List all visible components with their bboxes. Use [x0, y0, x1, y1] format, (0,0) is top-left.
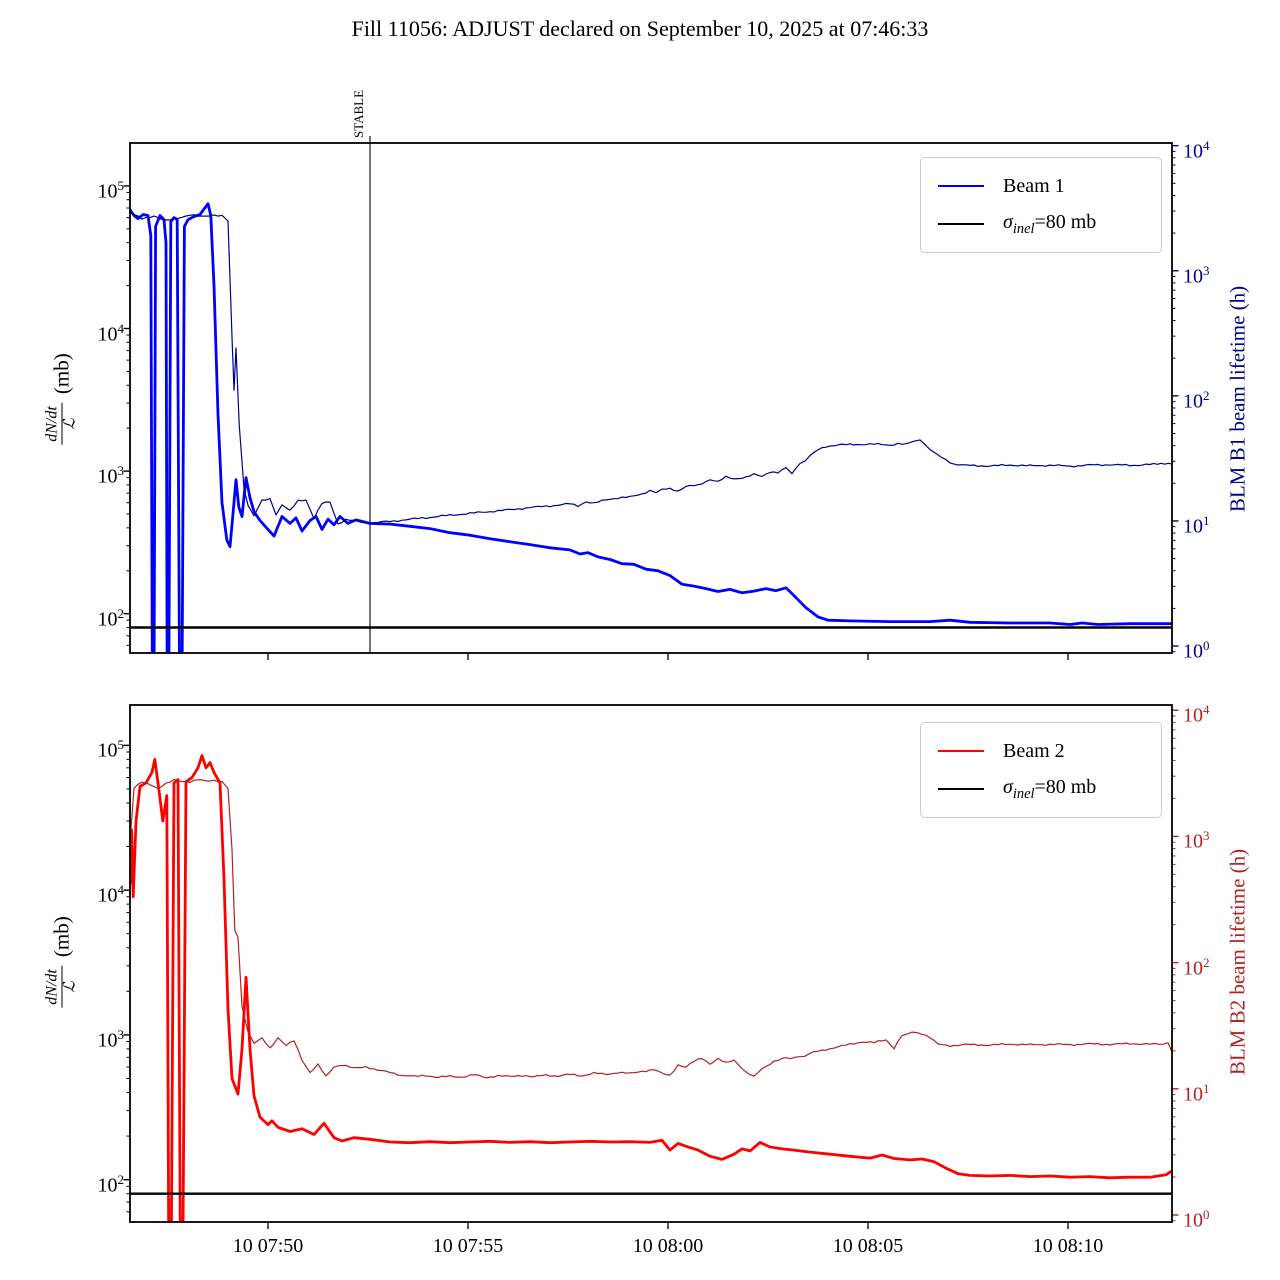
y-tick-label-right: 102	[1183, 954, 1210, 980]
x-tick-label: 10 07:50	[232, 1235, 304, 1257]
figure-title: Fill 11056: ADJUST declared on September…	[351, 16, 929, 41]
legend-label-sigma: σinel=80 mb	[1003, 775, 1097, 802]
y-tick-label-right: 100	[1183, 638, 1210, 663]
y-tick-label-right: 100	[1183, 1206, 1210, 1232]
legend-item-beam1: Beam 1	[921, 167, 1161, 205]
y-tick-label-left: 105	[97, 177, 125, 203]
y-tick-label-right: 103	[1183, 828, 1210, 854]
ylabel-unit: (mb)	[49, 916, 74, 958]
x-tick-label: 10 07:55	[432, 1235, 504, 1257]
panel-border	[129, 142, 1173, 654]
curve-blm-b1-beam-lifetime	[130, 212, 1172, 525]
legend-label-sigma: σinel=80 mb	[1003, 210, 1097, 237]
legend-label-beam2: Beam 2	[1003, 739, 1065, 762]
y-tick-label-left: 102	[97, 1171, 125, 1197]
y-tick-label-left: 103	[97, 463, 125, 488]
x-tick-label: 10 08:10	[1032, 1235, 1104, 1257]
x-tick-label: 10 08:05	[832, 1235, 904, 1257]
curve-blm-b2-beam-lifetime	[130, 778, 1172, 1079]
y-tick-label-left: 104	[97, 882, 125, 907]
y-tick-label-right: 103	[1183, 262, 1210, 288]
curve-beam-1	[130, 202, 1172, 653]
ylabel-numerator: dN/dt	[43, 969, 61, 1005]
ylabel-denominator: ℒ	[61, 418, 79, 430]
y-tick-label-right: 102	[1183, 387, 1210, 413]
legend-label-beam1: Beam 1	[1003, 174, 1065, 197]
y-tick-label-left: 104	[97, 320, 125, 346]
legend-line-sigma	[938, 788, 984, 790]
y-tick-label-right: 104	[1183, 137, 1210, 163]
curve-beam-2	[130, 754, 1172, 1222]
panel-border	[129, 704, 1173, 1223]
y-tick-label-right: 101	[1183, 1080, 1210, 1106]
y-tick-label-right: 101	[1183, 512, 1210, 538]
legend-item-beam2: Beam 2	[921, 732, 1161, 770]
ylabel-fraction: dN/dt ℒ	[43, 966, 80, 1008]
legend-beam1: Beam 1 σinel=80 mb	[920, 157, 1162, 253]
stable-annotation-label: STABLE	[351, 89, 366, 139]
legend-line-sigma	[938, 223, 984, 225]
legend-line-beam2	[938, 750, 984, 752]
y-tick-label-left: 103	[97, 1026, 125, 1052]
y-tick-label-right: 104	[1183, 702, 1210, 727]
y-tick-label-left: 102	[97, 605, 125, 631]
ylabel-denominator: ℒ	[61, 981, 79, 993]
x-tick-label: 10 08:00	[632, 1235, 704, 1257]
legend-line-beam1	[938, 185, 984, 187]
legend-item-sigma: σinel=80 mb	[921, 205, 1161, 243]
legend-beam2: Beam 2 σinel=80 mb	[920, 722, 1162, 818]
ylabel-fraction: dN/dt ℒ	[43, 403, 80, 445]
ylabel-numerator: dN/dt	[43, 406, 61, 442]
ylabel-unit: (mb)	[49, 353, 74, 395]
y-tick-label-left: 105	[97, 737, 125, 762]
legend-item-sigma: σinel=80 mb	[921, 770, 1161, 808]
